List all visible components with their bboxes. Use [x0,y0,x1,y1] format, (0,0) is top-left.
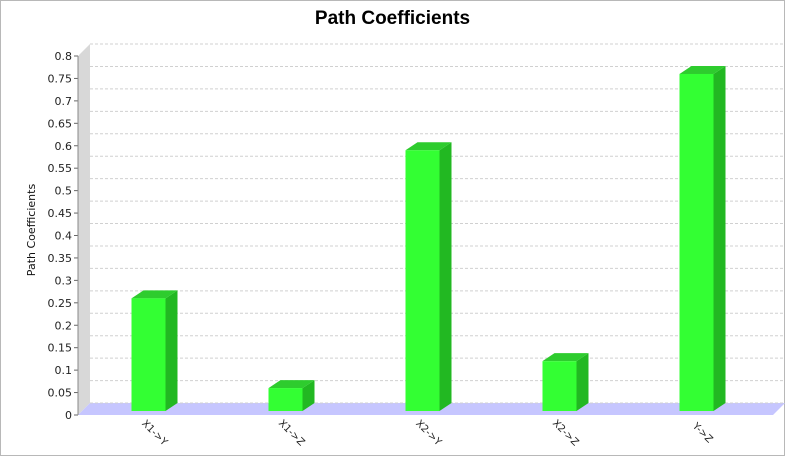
y-tick-label: 0.2 [55,319,73,332]
y-tick-label: 0.35 [48,252,73,265]
y-axis-label: Path Coefficients [25,184,38,277]
bar-front [268,388,303,411]
bar-X2->Y [405,142,452,412]
x-tick-label: X1->Y [139,418,170,449]
chart-title: Path Coefficients [314,8,471,29]
x-tick-label: Y->Z [689,420,714,445]
bar-top [268,380,315,389]
y-tick-label: 0.55 [48,162,73,175]
bar-X2->Z [542,353,589,411]
bar-front [679,73,714,411]
bar-front [405,150,440,412]
x-axis-labels: X1->Y X1->Z X2->Y X2->Z Y->Z [139,418,714,449]
y-tick-label: 0.6 [55,140,73,153]
y-tick-label: 0.65 [48,117,73,130]
y-tick-label: 0.45 [48,207,73,220]
y-tick-label: 0.1 [55,364,73,377]
bar-X1->Y [131,290,178,411]
bar-side [439,142,452,412]
y-tick-label: 0.7 [55,95,73,108]
y-axis-ticks: 0 0.05 0.1 0.15 0.2 0.25 0.3 0.35 0.4 0.45 0.5 0.55… [48,50,79,422]
bar-front [131,298,166,411]
bar-front [542,361,577,411]
y-tick-label: 0 [65,409,72,422]
bar-side [165,290,178,411]
y-tick-label: 0.05 [48,387,73,400]
x-tick-label: X2->Y [413,418,444,449]
x-tick-label: X1->Z [276,418,307,449]
y-tick-label: 0.5 [55,185,73,198]
bar-top [542,353,589,362]
y-tick-label: 0.15 [48,342,73,355]
y-tick-label: 0.8 [55,50,73,63]
bar-top [405,142,452,151]
bar-top [131,290,178,299]
bar-top [679,65,726,74]
x-tick-label: X2->Z [550,418,581,449]
y-tick-label: 0.4 [55,230,73,243]
bar-Y->Z [679,65,726,411]
y-tick-label: 0.25 [48,297,73,310]
y-tick-label: 0.3 [55,274,73,287]
bar-side [576,353,589,411]
left-wall [78,44,90,415]
bars [131,65,726,412]
y-tick-label: 0.75 [48,72,73,85]
bar-X1->Z [268,380,315,411]
bar-side [302,380,315,411]
bar-side [713,65,726,411]
